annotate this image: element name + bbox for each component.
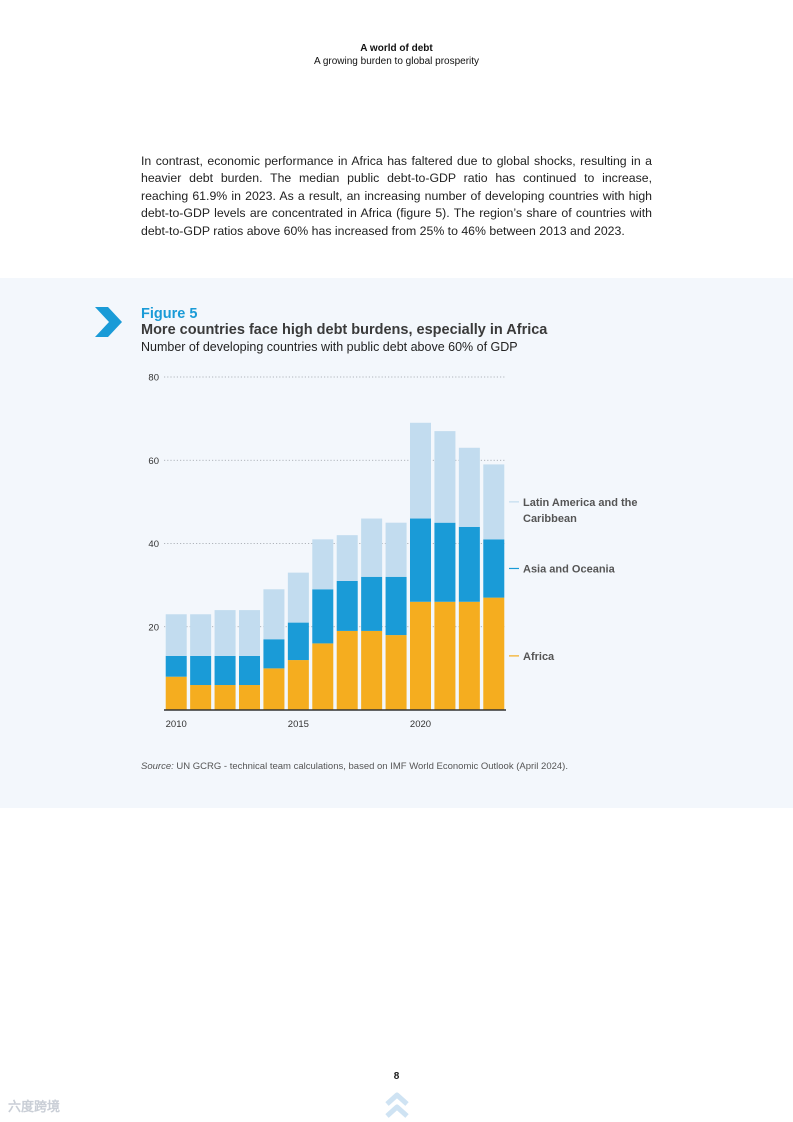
legend-label: Caribbean <box>523 513 577 525</box>
bar-segment <box>361 630 383 710</box>
y-tick-label: 20 <box>148 622 159 633</box>
figure-title: More countries face high debt burdens, e… <box>141 322 548 338</box>
source-label: Source: <box>141 761 174 772</box>
bar-segment <box>263 639 285 669</box>
y-tick-label: 80 <box>148 373 159 384</box>
figure-number: Figure 5 <box>141 306 198 322</box>
bar-segment <box>434 601 456 710</box>
bar-segment <box>361 576 383 631</box>
figure-source: Source: UN GCRG - technical team calcula… <box>141 761 568 772</box>
y-tick-label: 60 <box>148 456 159 467</box>
source-text: UN GCRG - technical team calculations, b… <box>173 761 568 772</box>
bar-segment <box>312 539 334 590</box>
bar-segment <box>434 522 456 602</box>
bar-segment <box>214 685 236 710</box>
bar-segment <box>385 522 407 577</box>
bar-segment <box>336 535 358 581</box>
bar-segment <box>214 610 236 656</box>
chevron-right-icon <box>95 307 122 337</box>
bar-segment <box>458 447 480 527</box>
bar-segment <box>483 464 505 540</box>
x-tick-label: 2015 <box>288 719 309 730</box>
bar-segment <box>190 685 212 710</box>
legend-label: Africa <box>523 651 555 663</box>
bar-segment <box>483 539 505 598</box>
bar-segment <box>238 655 261 686</box>
header-title: A world of debt <box>360 43 433 54</box>
bar-segment <box>190 655 212 686</box>
bar-segment <box>165 655 187 677</box>
bar-segment <box>336 630 358 710</box>
bar-segment <box>190 614 212 656</box>
x-tick-label: 2020 <box>410 719 431 730</box>
bar-segment <box>409 518 432 602</box>
bar-segment <box>165 676 187 710</box>
bar-segment <box>458 526 480 602</box>
bar-segment <box>409 601 432 710</box>
legend-label: Latin America and the <box>523 497 638 509</box>
bar-segment <box>214 655 236 686</box>
stacked-bar-chart: 20 40 60 80 2010 2015 2020 Latin America and th… <box>148 373 638 731</box>
x-tick-label: 2010 <box>166 719 187 730</box>
bar-segment <box>483 597 505 710</box>
bar-segment <box>263 589 285 640</box>
header-subtitle: A growing burden to global prosperity <box>313 56 480 67</box>
y-tick-label: 40 <box>148 539 159 550</box>
figure-subtitle: Number of developing countries with publ… <box>141 340 518 354</box>
bar-segment <box>287 622 309 661</box>
bar-segment <box>385 635 407 710</box>
bar-segment <box>312 589 334 644</box>
body-paragraph: In contrast, economic performance in Afr… <box>141 154 652 238</box>
watermark-text: 六度跨境 <box>8 1099 61 1114</box>
bar-segment <box>385 576 407 636</box>
bar-segment <box>409 422 432 519</box>
bar-segment <box>165 614 187 656</box>
double-chevron-up-icon <box>385 1092 409 1118</box>
bar-segment <box>238 610 261 656</box>
page-number: 8 <box>393 1071 400 1082</box>
legend-label: Asia and Oceania <box>523 563 616 575</box>
bar-segment <box>361 518 383 577</box>
bar-segment <box>434 431 456 523</box>
bar-segment <box>312 643 334 710</box>
bar-segment <box>287 660 309 710</box>
bar-segment <box>287 572 309 623</box>
bar-segment <box>263 668 285 710</box>
bar-segment <box>336 580 358 631</box>
bar-segment <box>458 601 480 710</box>
bar-segment <box>238 685 261 710</box>
